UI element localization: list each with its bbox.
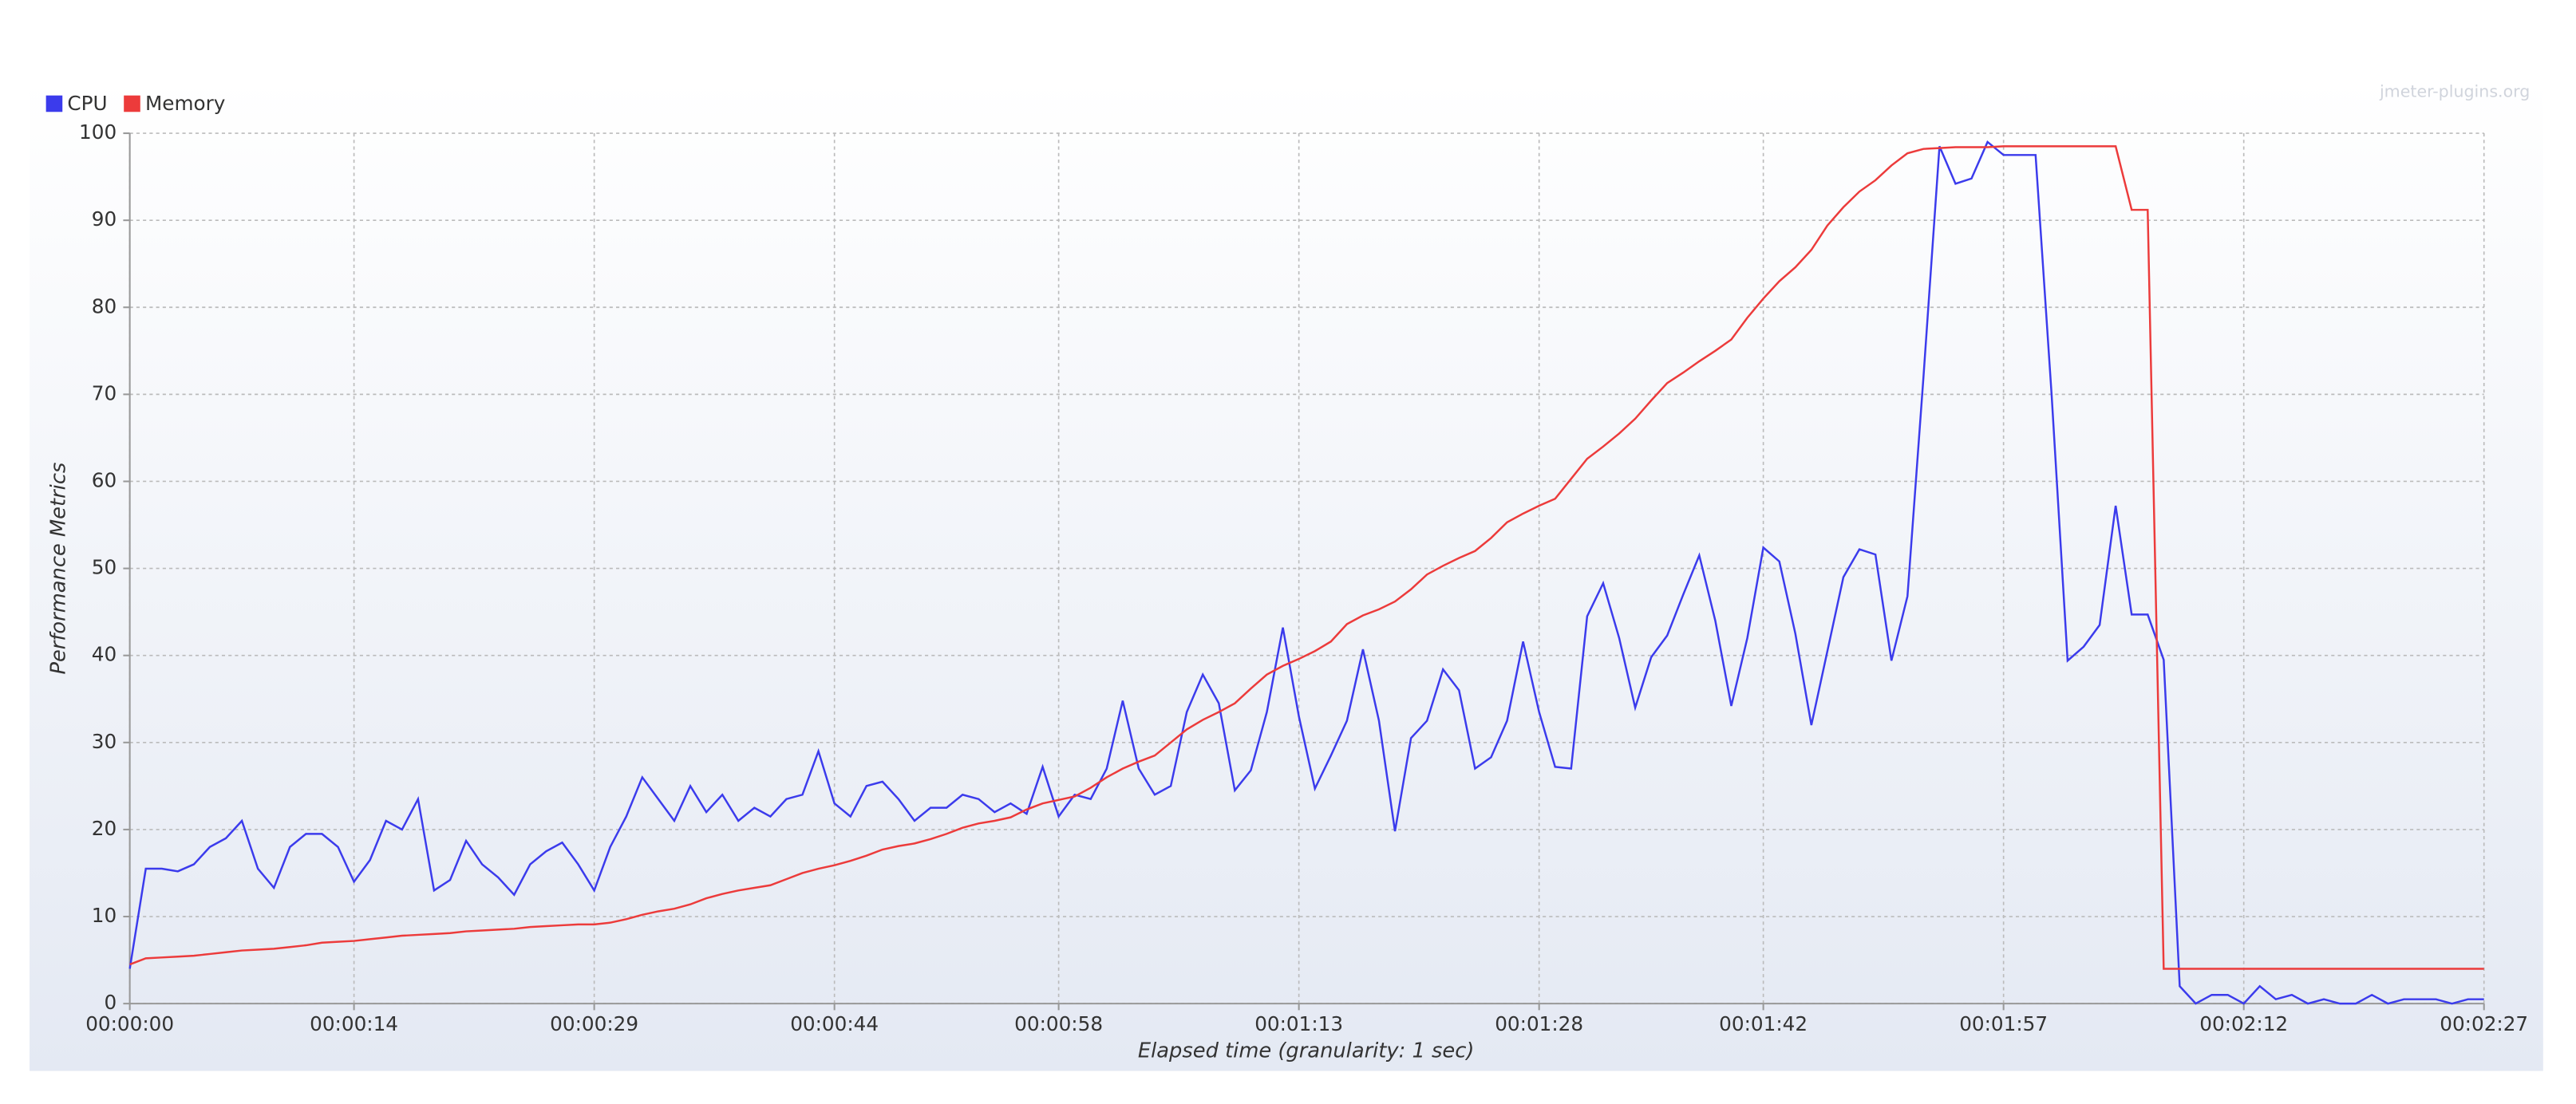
legend-label: CPU — [67, 92, 107, 115]
y-tick-label: 90 — [92, 207, 117, 231]
series-line — [128, 140, 2484, 1005]
x-tick-label: 00:00:29 — [550, 1012, 638, 1035]
y-tick-label: 50 — [92, 556, 117, 579]
y-tick-label: 10 — [92, 904, 117, 927]
x-tick-label: 00:01:28 — [1495, 1012, 1583, 1035]
x-tick-label: 00:00:44 — [790, 1012, 879, 1035]
x-tick-label: 00:00:58 — [1014, 1012, 1103, 1035]
watermark: jmeter-plugins.org — [2379, 82, 2530, 101]
x-tick-label: 00:01:13 — [1254, 1012, 1343, 1035]
legend-label: Memory — [145, 92, 225, 115]
y-tick-label: 30 — [92, 730, 117, 753]
legend-swatch — [45, 95, 63, 112]
legend-swatch — [124, 95, 140, 112]
x-tick-label: 00:02:12 — [2199, 1012, 2288, 1035]
x-axis-title: Elapsed time (granularity: 1 sec) — [1138, 1039, 1474, 1063]
y-tick-label: 70 — [92, 381, 117, 404]
series-line — [129, 145, 2484, 970]
y-tick-label: 0 — [104, 991, 117, 1014]
y-tick-label: 60 — [92, 468, 117, 491]
x-tick-label: 00:00:14 — [310, 1012, 398, 1035]
x-tick-label: 00:02:27 — [2440, 1012, 2528, 1035]
y-axis-title: Performance Metrics — [47, 463, 71, 675]
y-tick-label: 40 — [92, 643, 117, 666]
y-tick-label: 20 — [92, 817, 117, 840]
x-tick-label: 00:00:00 — [85, 1012, 174, 1035]
y-tick-label: 80 — [92, 294, 117, 317]
x-tick-label: 00:01:42 — [1719, 1012, 1808, 1035]
x-tick-label: 00:01:57 — [1959, 1012, 2048, 1035]
y-tick-label: 100 — [79, 120, 117, 144]
chart-background — [30, 79, 2543, 1071]
